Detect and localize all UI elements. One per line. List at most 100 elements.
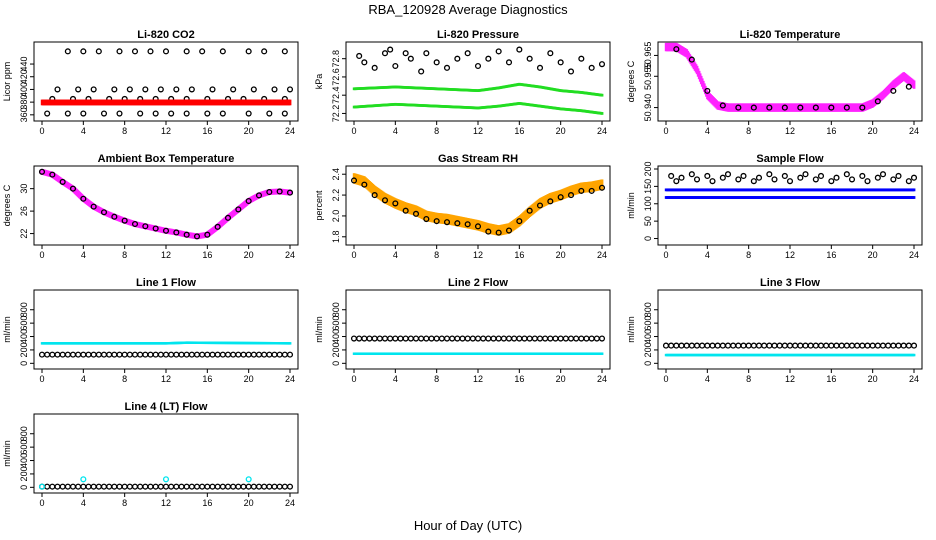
data-point xyxy=(745,342,752,349)
data-point xyxy=(111,213,118,220)
data-point xyxy=(381,335,389,342)
data-point xyxy=(162,48,170,55)
data-point xyxy=(812,176,819,183)
data-point xyxy=(833,342,840,349)
data-point xyxy=(823,342,830,349)
data-point xyxy=(895,172,902,180)
data-point xyxy=(766,342,773,349)
y-tick-label: 400 xyxy=(19,329,29,344)
y-axis-label: ml/min xyxy=(314,316,324,343)
x-tick-label: 4 xyxy=(81,498,86,508)
data-point xyxy=(688,56,695,63)
series-black xyxy=(64,48,288,55)
data-point xyxy=(250,86,257,93)
data-point xyxy=(173,86,180,93)
plot-frame xyxy=(345,289,611,370)
data-point xyxy=(255,483,263,490)
figure-xlabel: Hour of Day (UTC) xyxy=(414,518,522,533)
data-point xyxy=(173,483,180,490)
data-point xyxy=(673,178,680,185)
panel-3: Ambient Box Temperature degrees C 0 4 8 12 16 2… xyxy=(2,153,299,260)
x-tick-label: 24 xyxy=(597,126,607,136)
data-point xyxy=(157,483,164,490)
data-point xyxy=(817,172,825,180)
y-tick-label: 2.4 xyxy=(331,168,341,181)
data-point xyxy=(573,335,580,342)
x-tick-label: 16 xyxy=(826,374,836,384)
data-band-mark xyxy=(912,353,916,357)
data-point xyxy=(286,86,294,93)
data-point xyxy=(366,335,373,342)
data-point xyxy=(44,483,51,490)
data-point xyxy=(100,209,108,216)
y-tick-label: 100 xyxy=(643,196,653,211)
y-axis-label: degrees C xyxy=(2,184,12,226)
data-point xyxy=(688,171,695,178)
data-point xyxy=(412,335,420,342)
data-point xyxy=(578,55,585,62)
data-point xyxy=(402,207,409,214)
x-tick-label: 4 xyxy=(81,250,86,260)
data-point xyxy=(547,50,554,57)
x-tick-label: 20 xyxy=(868,126,878,136)
data-point xyxy=(193,351,201,358)
y-tick-label: 400 xyxy=(643,329,653,344)
data-point xyxy=(735,176,742,183)
data-point xyxy=(266,351,273,358)
data-point xyxy=(95,483,102,490)
data-point xyxy=(516,335,523,342)
data-point xyxy=(505,335,513,342)
data-point xyxy=(459,335,466,342)
data-point xyxy=(464,221,471,228)
data-point xyxy=(371,192,378,199)
data-point xyxy=(490,335,497,342)
data-point xyxy=(874,174,881,181)
data-point xyxy=(797,104,804,111)
y-tick-label: 0 xyxy=(331,361,341,366)
x-tick-label: 0 xyxy=(663,250,668,260)
y-tick-label: 2.0 xyxy=(331,210,341,223)
data-point xyxy=(905,83,912,90)
data-point xyxy=(245,48,252,55)
data-point xyxy=(199,483,206,490)
x-tick-label: 4 xyxy=(393,250,398,260)
data-point xyxy=(797,174,804,181)
x-tick-label: 16 xyxy=(826,126,836,136)
data-point xyxy=(480,335,487,342)
data-point xyxy=(44,110,51,117)
data-point xyxy=(350,335,358,342)
data-point xyxy=(418,335,425,342)
data-point xyxy=(874,342,881,349)
x-tick-label: 8 xyxy=(434,126,439,136)
data-point xyxy=(495,48,502,55)
data-point xyxy=(64,483,71,490)
x-tick-label: 16 xyxy=(202,498,212,508)
data-point xyxy=(116,48,123,55)
data-band-mark xyxy=(600,112,604,115)
data-point xyxy=(521,335,528,342)
data-point xyxy=(588,187,595,194)
series-black xyxy=(350,177,606,236)
data-point xyxy=(683,342,690,349)
data-point xyxy=(209,351,216,358)
data-point xyxy=(214,223,221,230)
data-point xyxy=(402,50,409,57)
data-point xyxy=(709,178,716,185)
x-tick-label: 8 xyxy=(122,498,127,508)
data-point xyxy=(688,342,695,349)
x-tick-label: 0 xyxy=(39,498,44,508)
data-point xyxy=(49,483,56,490)
data-point xyxy=(271,86,278,93)
data-point xyxy=(547,198,554,205)
data-point xyxy=(235,206,242,213)
data-point xyxy=(111,351,118,358)
data-point xyxy=(526,335,533,342)
x-tick-label: 8 xyxy=(746,250,751,260)
data-point xyxy=(38,483,46,490)
data-point xyxy=(704,172,711,180)
data-point xyxy=(412,210,420,217)
data-point xyxy=(485,335,492,342)
y-tick-label: 1.8 xyxy=(331,231,341,244)
